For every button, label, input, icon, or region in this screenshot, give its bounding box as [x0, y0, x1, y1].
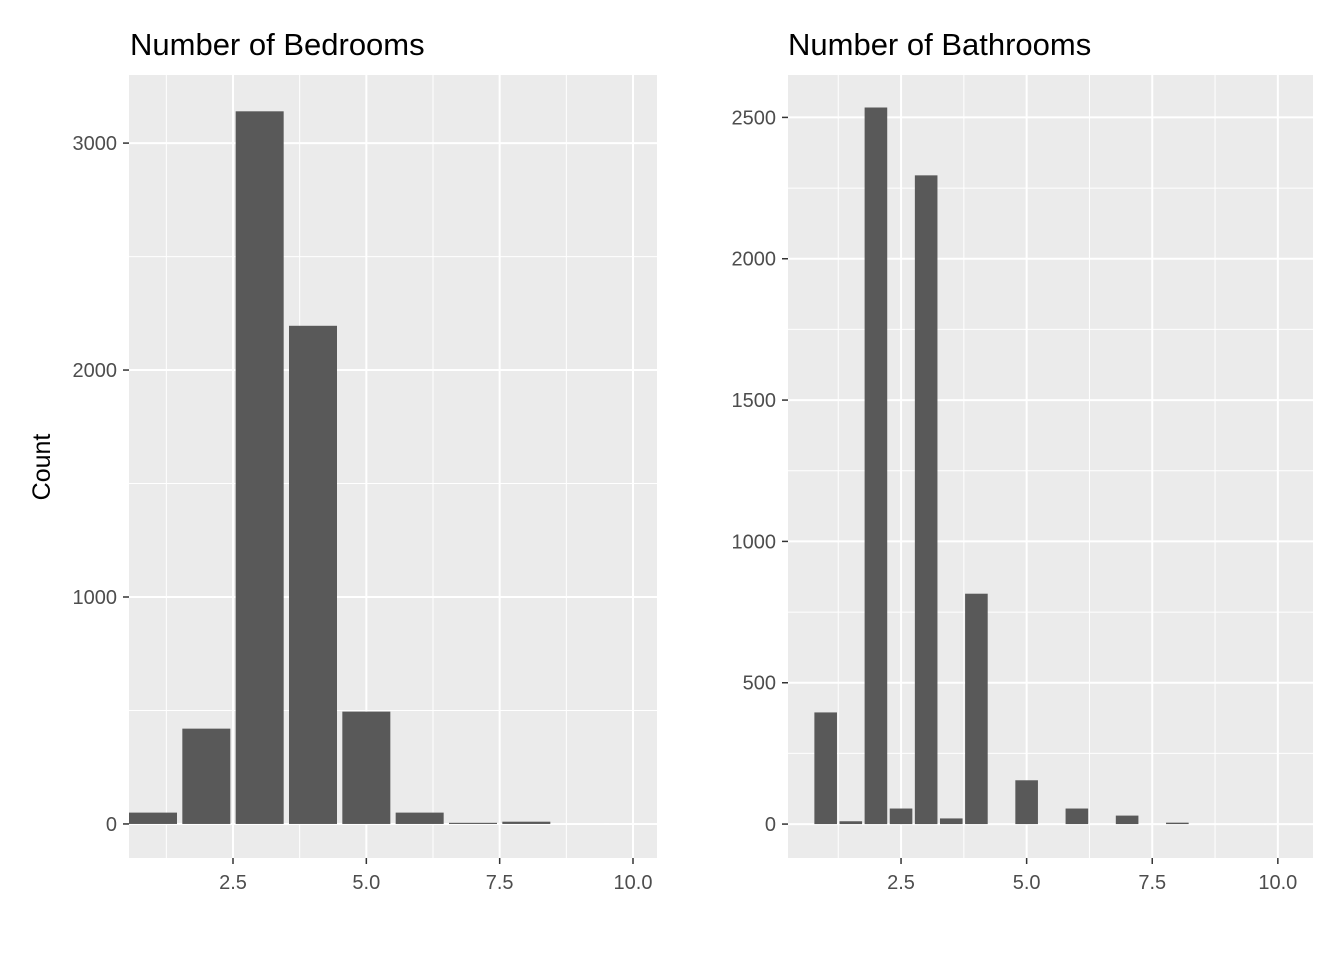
bar [449, 822, 497, 824]
y-tick-label: 1000 [732, 531, 777, 553]
y-tick-label: 500 [743, 673, 776, 695]
bar [1015, 780, 1038, 825]
y-tick-label: 0 [765, 814, 776, 836]
bar [839, 821, 863, 825]
bar [235, 111, 284, 824]
bathrooms-chart: Number of Bathrooms 2.5 5.0 7.5 10.0 0 500 100… [732, 27, 1313, 894]
y-tick-label: 1500 [732, 390, 777, 412]
x-tick-label: 7.5 [486, 872, 514, 894]
y-axis-title: Count [28, 434, 56, 501]
y-tick-label: 2000 [732, 249, 777, 271]
x-tick-label: 5.0 [352, 872, 380, 894]
y-tick-label: 2500 [732, 107, 777, 129]
x-tick-label: 5.0 [1013, 872, 1041, 894]
x-tick-label: 7.5 [1138, 872, 1166, 894]
bar [182, 728, 231, 824]
bar [1115, 815, 1139, 825]
bar [814, 712, 837, 825]
x-tick-label: 2.5 [219, 872, 247, 894]
y-tick-label: 3000 [73, 133, 118, 155]
plot-panel [129, 75, 657, 858]
bar [889, 808, 913, 825]
y-tick-label: 0 [106, 814, 117, 836]
x-tick-label: 2.5 [887, 872, 915, 894]
chart-title: Number of Bathrooms [788, 27, 1091, 62]
bar [1166, 822, 1189, 825]
bar [914, 175, 938, 825]
bar [129, 812, 177, 824]
bar [1065, 808, 1089, 825]
x-tick-label: 10.0 [614, 872, 653, 894]
y-tick-label: 1000 [73, 587, 118, 609]
bar [939, 818, 963, 825]
bar [864, 107, 888, 825]
bar [965, 593, 988, 825]
bar [395, 812, 444, 824]
bedrooms-chart: Number of Bedrooms 2.5 5.0 7.5 10.0 0 1000 200… [28, 27, 657, 894]
bar [502, 821, 551, 824]
x-tick-label: 10.0 [1258, 872, 1297, 894]
y-tick-label: 2000 [73, 360, 118, 382]
chart-title: Number of Bedrooms [130, 27, 425, 62]
bar [289, 325, 337, 824]
bar [342, 711, 391, 824]
